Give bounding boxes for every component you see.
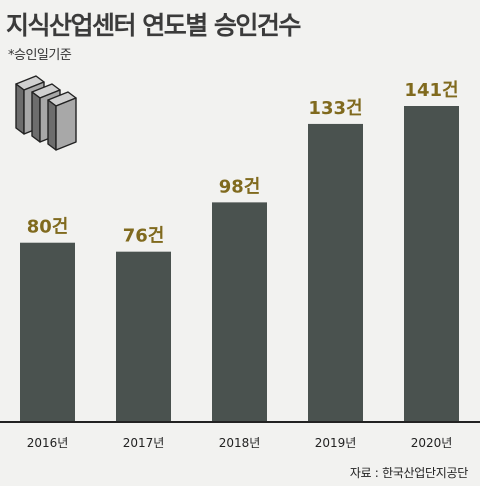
- bar-2020년: [404, 106, 459, 422]
- chart-title: 지식산업센터 연도별 승인건수: [6, 11, 301, 40]
- bar-2017년: [116, 251, 171, 422]
- value-label: 141건: [404, 80, 458, 101]
- value-label: 76건: [123, 226, 165, 247]
- x-tick-label: 2017년: [123, 436, 165, 450]
- stacked-buildings-icon: [15, 75, 77, 151]
- bar-2018년: [212, 202, 267, 422]
- footnote: *승인일기준: [8, 48, 72, 63]
- x-tick-label: 2018년: [219, 436, 261, 450]
- value-label: 98건: [219, 176, 261, 197]
- value-label: 133건: [308, 98, 362, 119]
- x-tick-label: 2019년: [315, 436, 357, 450]
- value-label: 80건: [27, 217, 69, 238]
- source-note: 자료 : 한국산업단지공단: [349, 466, 468, 480]
- bar-2016년: [20, 242, 75, 422]
- bar-2019년: [308, 123, 363, 422]
- x-tick-label: 2016년: [27, 436, 69, 450]
- x-tick-label: 2020년: [411, 436, 453, 450]
